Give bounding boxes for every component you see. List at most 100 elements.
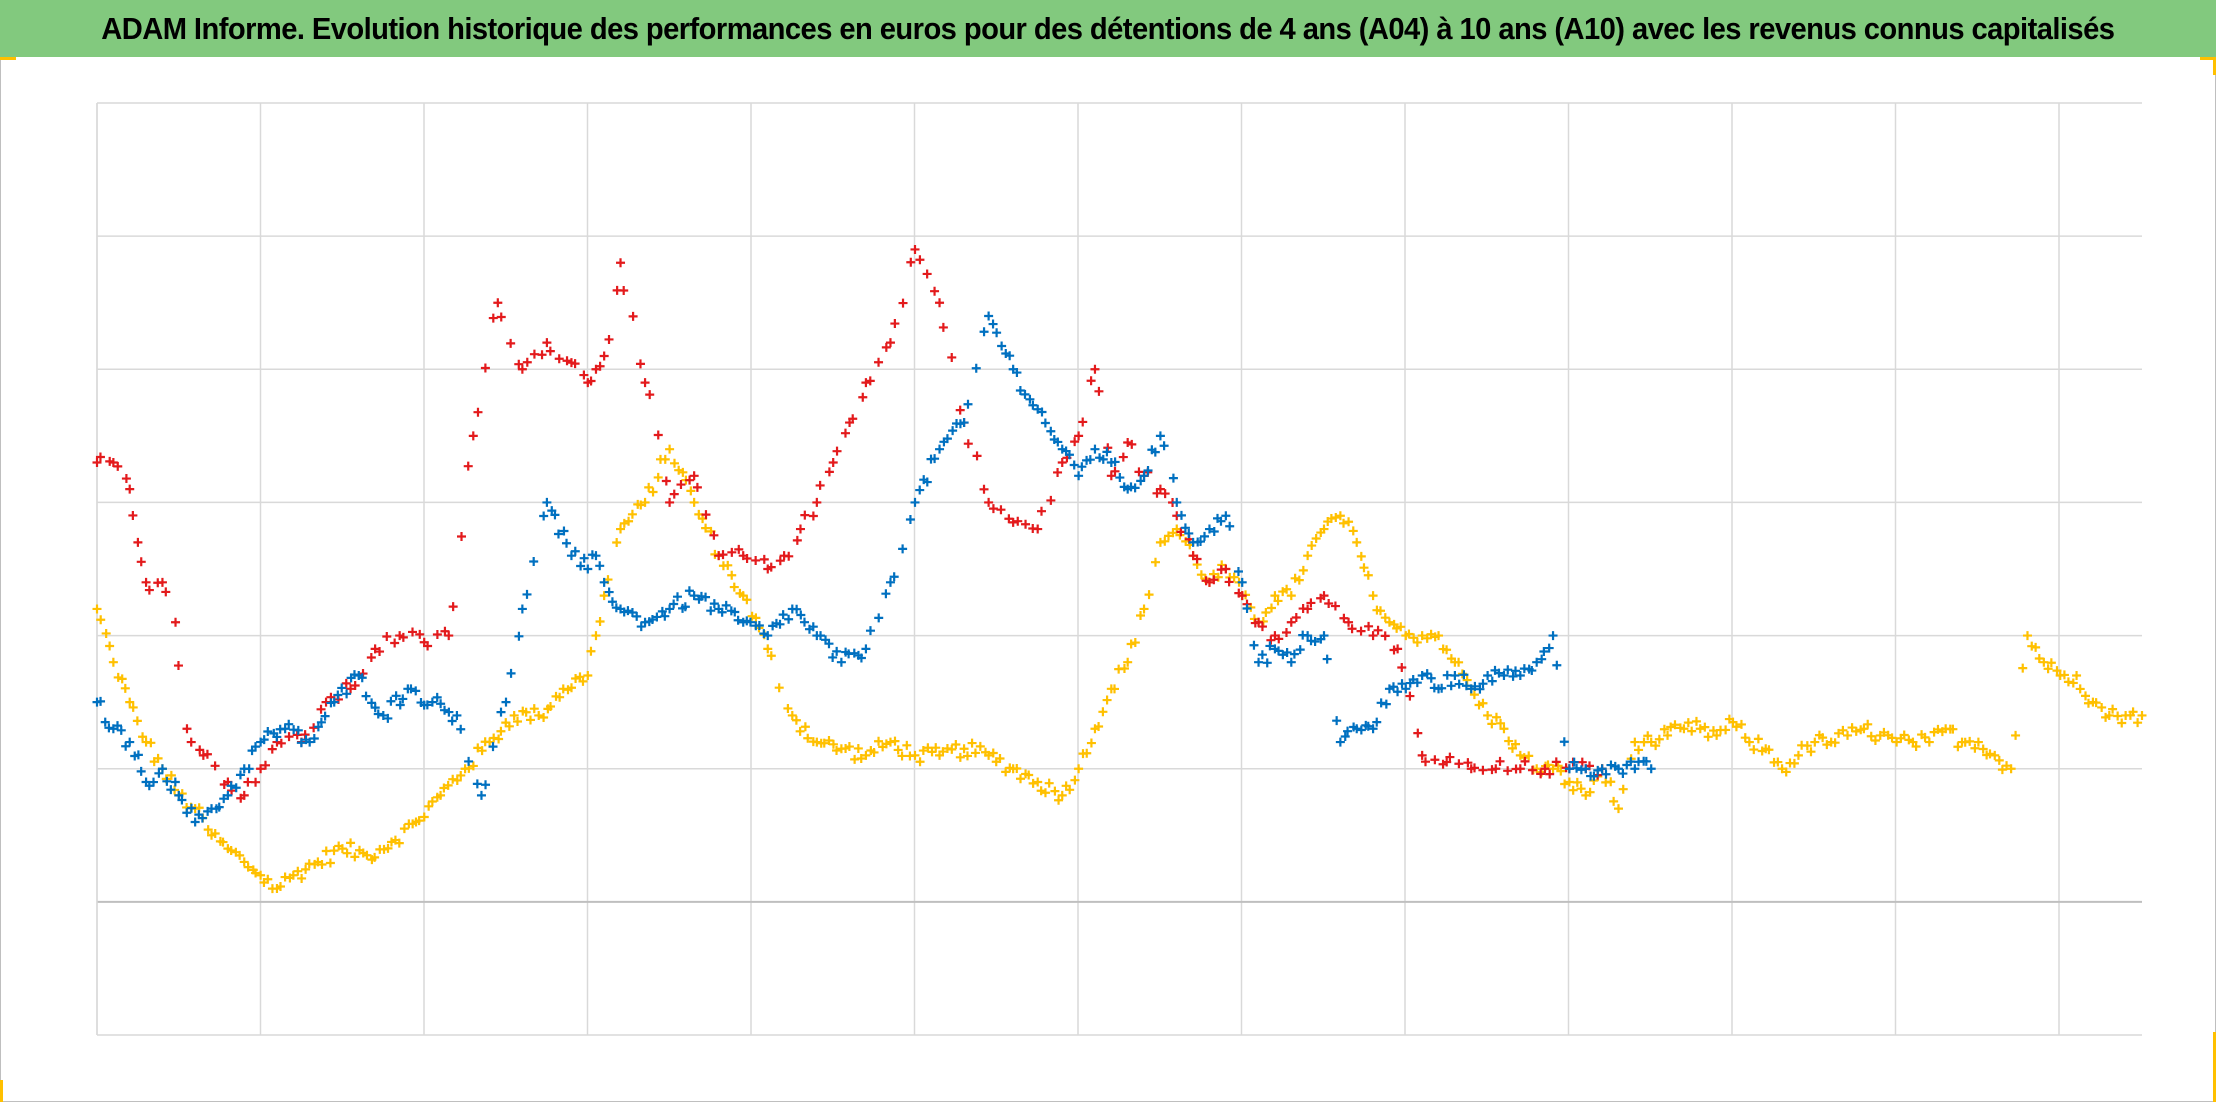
data-point-series-3 [1634,745,1644,755]
data-point-series-1 [1094,386,1104,396]
data-point-series-1 [182,724,192,734]
data-point-series-3 [414,816,424,826]
data-point-series-1 [1503,766,1513,776]
data-point-series-3 [783,703,793,713]
data-point-series-1 [988,504,998,514]
data-point-series-2 [1478,679,1488,689]
data-point-series-2 [997,341,1007,351]
data-point-series-3 [218,837,228,847]
data-point-series-3 [975,741,985,751]
data-point-series-2 [1641,756,1651,766]
data-point-series-3 [456,770,466,780]
data-point-series-2 [1025,394,1035,404]
data-point-series-2 [1388,682,1398,692]
data-point-series-3 [2097,702,2107,712]
data-point-series-3 [1119,664,1129,674]
data-point-series-3 [902,740,912,750]
data-point-series-2 [1417,671,1427,681]
data-point-series-1 [239,790,249,800]
data-point-series-3 [1749,745,1759,755]
data-point-series-2 [1139,471,1149,481]
data-point-series-3 [496,726,506,736]
data-point-series-2 [550,510,560,520]
data-point-series-3 [774,683,784,693]
data-point-series-2 [808,622,818,632]
data-point-series-2 [1368,724,1378,734]
data-point-series-2 [889,572,899,582]
data-point-series-3 [648,487,658,497]
data-point-series-2 [1499,671,1509,681]
data-point-series-3 [235,850,245,860]
data-point-series-2 [440,705,450,715]
data-point-series-2 [501,697,511,707]
data-point-series-2 [1539,647,1549,657]
data-point-series-1 [415,629,425,639]
data-point-series-2 [1511,666,1521,676]
data-point-series-3 [819,738,829,748]
data-point-series-3 [795,726,805,736]
data-point-series-1 [604,334,614,344]
data-point-series-1 [812,497,822,507]
data-point-series-3 [1548,764,1558,774]
data-point-series-3 [153,753,163,763]
data-point-series-2 [1626,757,1636,767]
data-point-series-3 [1454,657,1464,667]
data-point-series-1 [457,532,467,542]
data-point-series-3 [1375,606,1385,616]
data-point-series-2 [1233,566,1243,576]
data-point-series-3 [1712,730,1722,740]
data-point-series-3 [1683,718,1693,728]
data-point-series-1 [815,480,825,490]
data-point-series-1 [1397,663,1407,673]
data-point-series-3 [915,757,925,767]
data-point-series-3 [1012,764,1022,774]
data-point-series-3 [1270,591,1280,601]
data-point-series-2 [1216,516,1226,526]
data-point-series-2 [910,497,920,507]
data-point-series-2 [652,612,662,622]
data-point-series-2 [942,434,952,444]
data-point-series-2 [595,561,605,571]
data-point-series-2 [1085,455,1095,465]
data-point-series-2 [1461,681,1471,691]
data-point-series-2 [1601,769,1611,779]
data-point-series-1 [346,684,356,694]
data-point-series-3 [844,742,854,752]
data-point-series-2 [963,399,973,409]
marks-layer [92,244,2147,894]
data-point-series-1 [1364,621,1374,631]
data-point-series-2 [214,802,224,812]
data-point-series-2 [452,710,462,720]
data-point-series-2 [476,790,486,800]
data-point-series-3 [2104,710,2114,720]
data-point-series-2 [1102,447,1112,457]
data-point-series-2 [1005,351,1015,361]
data-point-series-1 [1053,467,1063,477]
data-point-series-3 [1703,732,1713,742]
data-point-series-3 [203,825,213,835]
data-point-series-1 [133,537,143,547]
data-point-series-3 [575,672,585,682]
data-point-series-2 [1286,657,1296,667]
data-point-series-2 [223,790,233,800]
data-point-series-2 [427,697,437,707]
data-point-series-1 [488,313,498,323]
data-point-series-2 [1176,510,1186,520]
data-point-series-3 [1344,517,1354,527]
data-point-series-2 [231,783,241,793]
data-point-series-3 [468,761,478,771]
data-point-series-2 [522,589,532,599]
data-point-series-3 [970,748,980,758]
data-point-series-2 [915,485,925,495]
data-point-series-3 [689,497,699,507]
data-point-series-3 [1851,726,1861,736]
data-point-series-2 [472,779,482,789]
data-point-series-3 [1442,645,1452,655]
data-point-series-3 [1368,591,1378,601]
data-point-series-3 [910,750,920,760]
data-point-series-2 [100,717,110,727]
data-point-series-1 [554,354,564,364]
data-point-series-2 [604,587,614,597]
data-point-series-3 [1773,757,1783,767]
data-point-series-1 [848,414,858,424]
